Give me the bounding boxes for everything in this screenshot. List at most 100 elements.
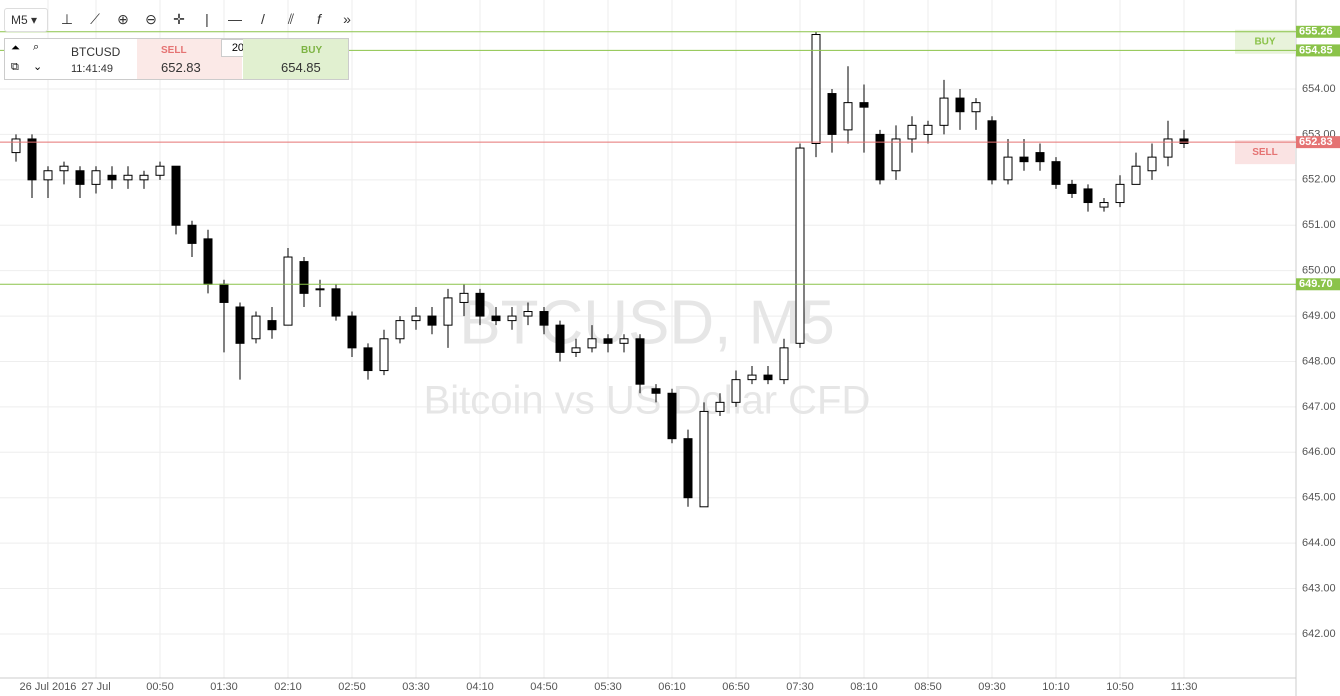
- candle-body: [203, 238, 213, 285]
- compare-button[interactable]: ⟋: [90, 11, 100, 27]
- candle-body: [187, 224, 197, 244]
- indicators-button[interactable]: ⊥: [60, 11, 74, 27]
- candle-body: [667, 392, 677, 440]
- watermark-title: BTCUSD, M5: [459, 288, 834, 357]
- order-tag-label: BUY: [1254, 36, 1275, 47]
- more-button[interactable]: »: [343, 11, 351, 27]
- candle-body: [619, 338, 629, 344]
- dropdown-icon[interactable]: ⌄: [33, 61, 43, 73]
- x-tick-label: 01:30: [210, 681, 238, 693]
- candle-body: [75, 170, 85, 185]
- collapse-icon[interactable]: ⏶: [11, 42, 20, 54]
- candle-body: [683, 438, 693, 499]
- fib-button[interactable]: ⫽: [287, 11, 295, 27]
- zoom-out-button[interactable]: ⊖: [145, 11, 157, 27]
- candle-body: [859, 102, 869, 108]
- candle-body: [347, 315, 357, 349]
- vertical-line-button[interactable]: |: [205, 11, 209, 27]
- y-tick-label: 651.00: [1302, 219, 1336, 231]
- function-button[interactable]: f: [317, 11, 321, 27]
- candle-body: [155, 165, 165, 176]
- x-tick-label: 09:30: [978, 681, 1006, 693]
- y-tick-label: 654.00: [1302, 83, 1336, 95]
- candle-body: [891, 138, 901, 172]
- y-tick-label: 643.00: [1302, 582, 1336, 594]
- trend-line-button[interactable]: /: [261, 11, 265, 27]
- candle-body: [27, 138, 37, 181]
- candle-body: [715, 401, 725, 412]
- candle-body: [107, 174, 117, 181]
- search-icon[interactable]: ⌕: [33, 41, 40, 53]
- candle-body: [731, 379, 741, 403]
- candle-body: [1003, 156, 1013, 181]
- candle-body: [971, 102, 981, 113]
- x-tick-label: 04:10: [466, 681, 494, 693]
- symbol: BTCUSD: [71, 45, 121, 59]
- sell-label: SELL: [161, 45, 187, 56]
- price-tag-label: 649.70: [1299, 278, 1333, 290]
- order-tag: [1235, 140, 1295, 165]
- timeframe-select[interactable]: M5 ▾: [4, 8, 48, 32]
- candle-body: [507, 315, 517, 322]
- buy-price: 654.85: [281, 60, 321, 75]
- x-tick-label: 10:10: [1042, 681, 1070, 693]
- candle-body: [1131, 165, 1141, 185]
- y-tick-label: 642.00: [1302, 628, 1336, 640]
- candle-body: [539, 311, 549, 326]
- candle-body: [523, 311, 533, 317]
- candle-body: [571, 347, 581, 353]
- candle-body: [1083, 188, 1093, 204]
- x-tick-label: 02:10: [274, 681, 302, 693]
- candle-body: [827, 93, 837, 135]
- candle-body: [251, 315, 261, 340]
- candle-body: [11, 138, 21, 154]
- candle-body: [315, 288, 325, 291]
- order-tag: [1235, 29, 1295, 54]
- candle-body: [779, 347, 789, 381]
- candle-body: [843, 102, 853, 131]
- candle-body: [123, 174, 133, 181]
- candle-body: [987, 120, 997, 181]
- candle-body: [331, 288, 341, 317]
- price-tag: [1296, 278, 1340, 291]
- order-tag-label: SELL: [1252, 147, 1278, 158]
- sell-price: 652.83: [161, 60, 201, 75]
- candle-body: [139, 174, 149, 181]
- candle-body: [363, 347, 373, 372]
- candle-body: [59, 165, 69, 172]
- candle-body: [219, 283, 229, 303]
- price-tag-label: 655.26: [1299, 26, 1333, 38]
- x-tick-label: 03:30: [402, 681, 430, 693]
- price-tag: [1296, 25, 1340, 38]
- y-tick-label: 648.00: [1302, 355, 1336, 367]
- price-tag-label: 652.83: [1299, 136, 1333, 148]
- candle-body: [411, 315, 421, 322]
- timeframe: M5: [11, 13, 28, 27]
- horizontal-line-button[interactable]: —: [228, 11, 242, 27]
- candle-body: [475, 292, 485, 317]
- candle-body: [651, 388, 661, 394]
- candle-body: [635, 338, 645, 385]
- candle-body: [1147, 156, 1157, 172]
- candle-body: [795, 147, 805, 344]
- candle-body: [603, 338, 613, 344]
- x-tick-label: 06:50: [722, 681, 750, 693]
- crosshair-button[interactable]: ✛: [173, 11, 185, 27]
- zoom-in-button[interactable]: ⊕: [117, 11, 129, 27]
- x-tick-label: 11:30: [1171, 681, 1198, 693]
- candle-body: [459, 292, 469, 303]
- popout-icon[interactable]: ⧉: [11, 61, 19, 73]
- candle-body: [1051, 161, 1061, 185]
- candle-body: [555, 324, 565, 353]
- candle-body: [171, 165, 181, 226]
- y-tick-label: 649.00: [1302, 310, 1336, 322]
- y-tick-label: 645.00: [1302, 492, 1336, 504]
- candle-body: [299, 261, 309, 294]
- candle-body: [379, 338, 389, 372]
- buy-button[interactable]: BUY 654.85: [243, 39, 348, 79]
- y-tick-label: 647.00: [1302, 401, 1336, 413]
- candle-body: [587, 338, 597, 349]
- candle-body: [443, 297, 453, 326]
- candle-body: [283, 256, 293, 326]
